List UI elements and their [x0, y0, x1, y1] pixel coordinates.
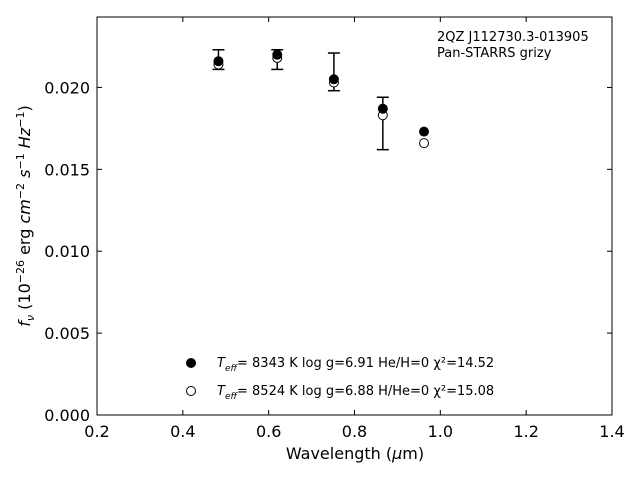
legend: Teff= 8343 K log g=6.91 He/H=0 χ²=14.52 … [186, 356, 494, 402]
y-tick-label: 0.015 [44, 160, 90, 179]
y-tick-label: 0.020 [44, 78, 90, 97]
data-point-filled [328, 74, 339, 85]
y-tick-label: 0.000 [44, 406, 90, 425]
error-bars [212, 49, 389, 151]
legend-entry-2: Teff= 8524 K log g=6.88 H/He=0 χ²=15.08 [217, 384, 494, 402]
x-tick-label: 0.6 [256, 422, 281, 441]
y-axis-label: fν (10−26 erg cm−2 s−1 Hz−1) [14, 105, 37, 326]
legend-entry-1: Teff= 8343 K log g=6.91 He/H=0 χ²=14.52 [217, 356, 494, 374]
x-tick-label: 0.2 [84, 422, 109, 441]
x-axis-label: Wavelength (μm) [286, 444, 424, 463]
data-point-filled [377, 103, 388, 114]
data-point-filled [272, 49, 283, 60]
x-tick-label: 1.2 [513, 422, 538, 441]
y-tick-label: 0.010 [44, 242, 90, 261]
legend-marker-open [186, 386, 196, 396]
y-tick-label: 0.005 [44, 324, 90, 343]
data-point-filled [419, 126, 430, 137]
x-tick-label: 0.4 [170, 422, 195, 441]
annotation-object-name: 2QZ J112730.3-013905 [437, 30, 589, 45]
data-point-filled [213, 56, 224, 67]
x-axis-ticks: 0.2 0.4 0.6 0.8 1.0 1.2 1.4 [84, 17, 625, 441]
plot-frame [96, 16, 613, 416]
annotation-survey: Pan-STARRS grizy [437, 46, 552, 61]
legend-marker-filled [186, 358, 196, 368]
y-axis-ticks: 0.000 0.005 0.010 0.015 0.020 [44, 78, 612, 425]
data-markers [213, 49, 430, 149]
data-point-open [419, 138, 430, 149]
x-tick-label: 0.8 [342, 422, 367, 441]
x-tick-label: 1.4 [599, 422, 624, 441]
x-tick-label: 1.0 [428, 422, 453, 441]
